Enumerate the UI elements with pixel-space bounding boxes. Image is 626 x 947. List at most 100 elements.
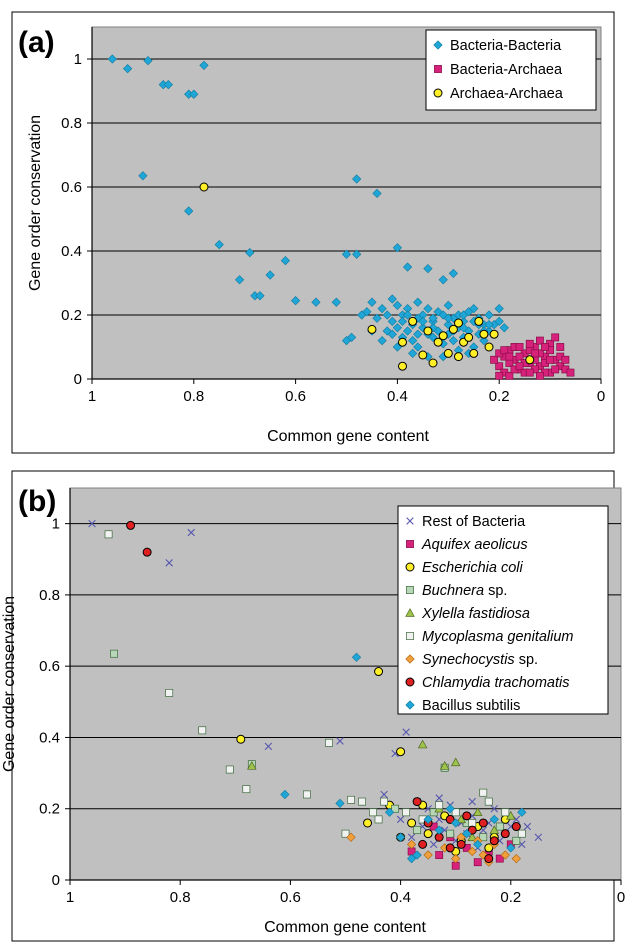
data-point bbox=[255, 291, 265, 301]
legend-marker bbox=[405, 700, 415, 710]
data-point bbox=[242, 785, 251, 794]
data-point bbox=[377, 335, 387, 346]
data-point bbox=[352, 174, 362, 184]
data-point bbox=[234, 275, 245, 285]
data-point bbox=[402, 262, 413, 272]
data-point bbox=[336, 737, 344, 745]
data-point bbox=[374, 815, 383, 824]
data-point bbox=[445, 804, 455, 814]
x-tick-label: 0.6 bbox=[285, 388, 306, 405]
data-point bbox=[402, 808, 411, 817]
data-point bbox=[479, 329, 489, 339]
data-point bbox=[418, 839, 428, 849]
data-point bbox=[138, 171, 148, 181]
legend-entry-label: Bacteria-Archaea bbox=[450, 62, 563, 78]
y-tick-label: 0.6 bbox=[61, 179, 82, 196]
x-tick-label: 0.4 bbox=[387, 388, 408, 405]
data-point bbox=[413, 297, 423, 307]
data-point bbox=[264, 742, 273, 751]
data-point bbox=[402, 326, 413, 336]
data-point bbox=[398, 337, 407, 347]
data-point bbox=[408, 316, 418, 326]
x-tick-label: 0.2 bbox=[500, 889, 521, 906]
data-point bbox=[500, 850, 510, 860]
x-tick-label: 0 bbox=[597, 388, 605, 405]
data-point bbox=[407, 833, 416, 841]
data-point bbox=[535, 371, 544, 380]
x-tick-label: 0.2 bbox=[489, 388, 510, 405]
series-bacillus bbox=[280, 652, 527, 864]
data-point bbox=[453, 318, 463, 328]
data-point bbox=[448, 335, 459, 346]
data-point bbox=[303, 790, 311, 799]
data-point bbox=[438, 275, 448, 285]
data-point bbox=[374, 667, 384, 677]
data-point bbox=[448, 268, 459, 279]
data-point bbox=[478, 818, 488, 828]
data-point bbox=[501, 808, 510, 817]
data-point bbox=[391, 804, 400, 813]
data-point bbox=[551, 365, 560, 374]
data-point bbox=[417, 739, 428, 749]
data-point bbox=[351, 652, 362, 662]
data-point bbox=[438, 331, 448, 341]
legend-entry-label: Archaea-Archaea bbox=[450, 86, 564, 102]
data-point bbox=[418, 350, 428, 360]
data-point bbox=[123, 63, 133, 74]
data-point bbox=[418, 316, 428, 327]
legend-entry-label: Aquifex aeolicus bbox=[421, 537, 528, 553]
data-point bbox=[489, 329, 499, 339]
data-point bbox=[341, 829, 350, 838]
data-point bbox=[199, 182, 209, 192]
data-point bbox=[525, 368, 534, 377]
data-point bbox=[556, 343, 565, 351]
data-point bbox=[187, 528, 195, 537]
data-point bbox=[467, 846, 477, 857]
data-point bbox=[377, 303, 387, 314]
legend: Rest of Bacteria Aquifex aeolicus Escheric… bbox=[397, 505, 609, 715]
data-point bbox=[290, 295, 301, 306]
y-tick-label: 0.2 bbox=[39, 801, 60, 818]
data-point bbox=[428, 313, 438, 323]
data-point bbox=[372, 313, 382, 323]
data-point bbox=[225, 765, 234, 774]
data-points bbox=[88, 519, 543, 870]
legend-marker bbox=[405, 677, 415, 687]
data-point bbox=[495, 371, 504, 380]
data-point bbox=[380, 797, 388, 806]
y-tick-label: 0.8 bbox=[61, 115, 82, 132]
data-point bbox=[380, 790, 388, 799]
data-point bbox=[423, 263, 433, 274]
legend-box bbox=[397, 505, 609, 715]
data-point bbox=[515, 362, 524, 371]
data-point bbox=[489, 836, 499, 846]
data-point bbox=[456, 839, 466, 849]
data-point bbox=[423, 829, 433, 839]
data-point bbox=[88, 519, 96, 528]
data-point bbox=[453, 352, 463, 362]
data-point bbox=[435, 794, 443, 802]
data-point bbox=[535, 336, 544, 345]
data-point bbox=[472, 807, 483, 817]
data-point bbox=[402, 728, 410, 736]
data-point bbox=[341, 335, 352, 346]
data-point bbox=[469, 303, 479, 314]
data-point bbox=[363, 818, 373, 828]
series-buchnera bbox=[110, 649, 521, 845]
data-point bbox=[484, 797, 493, 806]
legend-marker bbox=[406, 517, 414, 525]
data-point bbox=[541, 343, 549, 351]
data-point bbox=[517, 829, 526, 838]
data-point bbox=[467, 825, 477, 835]
data-point bbox=[479, 788, 488, 797]
panel-label: (b) bbox=[18, 485, 56, 518]
data-point bbox=[369, 808, 377, 817]
x-tick-label: 1 bbox=[66, 889, 74, 906]
data-point bbox=[397, 316, 408, 327]
data-point bbox=[435, 851, 444, 859]
data-point bbox=[462, 829, 472, 839]
data-point bbox=[566, 368, 575, 377]
data-point bbox=[408, 335, 418, 346]
data-point bbox=[362, 307, 372, 317]
data-point bbox=[506, 843, 516, 853]
